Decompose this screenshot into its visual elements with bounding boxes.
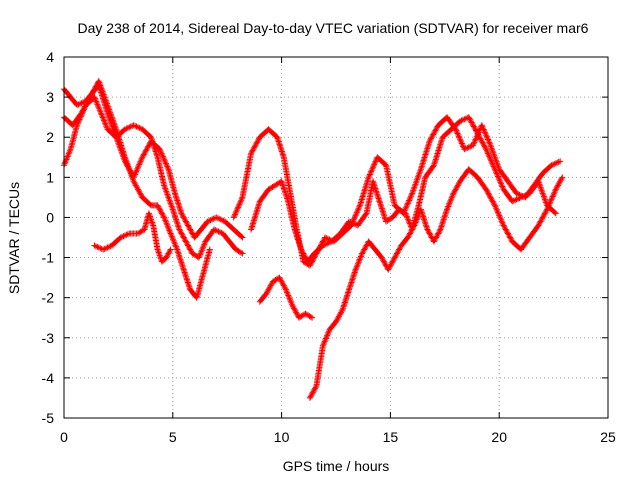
series-points bbox=[91, 210, 174, 265]
x-tick-label: 10 bbox=[274, 429, 290, 445]
x-tick-label: 20 bbox=[491, 429, 507, 445]
series-points bbox=[248, 114, 559, 265]
y-tick-label: -2 bbox=[42, 290, 55, 306]
series-points bbox=[256, 274, 316, 321]
y-tick-label: 3 bbox=[46, 89, 54, 105]
y-tick-label: -5 bbox=[42, 410, 55, 426]
y-tick-label: -3 bbox=[42, 330, 55, 346]
series-points bbox=[61, 78, 213, 301]
y-tick-label: 1 bbox=[46, 169, 54, 185]
series-points bbox=[306, 166, 566, 401]
series-track-f bbox=[248, 114, 559, 265]
series-track-d bbox=[91, 210, 174, 265]
y-tick-label: 4 bbox=[46, 49, 54, 65]
x-tick-label: 0 bbox=[60, 429, 68, 445]
chart-title: Day 238 of 2014, Sidereal Day-to-day VTE… bbox=[78, 20, 589, 36]
series-track-b bbox=[61, 82, 246, 241]
data-points bbox=[61, 78, 566, 401]
y-tick-label: 2 bbox=[46, 129, 54, 145]
plot-frame bbox=[63, 56, 609, 419]
x-tick-label: 25 bbox=[600, 429, 616, 445]
x-tick-label: 5 bbox=[169, 429, 177, 445]
y-tick-label: -1 bbox=[42, 250, 55, 266]
series-track-h bbox=[306, 166, 566, 401]
grid-lines bbox=[64, 57, 608, 418]
y-axis-label: SDTVAR / TECUs bbox=[6, 182, 22, 294]
series-track-c bbox=[61, 78, 213, 301]
x-tick-label: 15 bbox=[383, 429, 399, 445]
y-tick-label: 0 bbox=[46, 209, 54, 225]
series-track-g bbox=[256, 274, 316, 321]
y-tick-label: -4 bbox=[42, 370, 55, 386]
series-points bbox=[61, 82, 246, 241]
x-axis-label: GPS time / hours bbox=[283, 458, 390, 474]
